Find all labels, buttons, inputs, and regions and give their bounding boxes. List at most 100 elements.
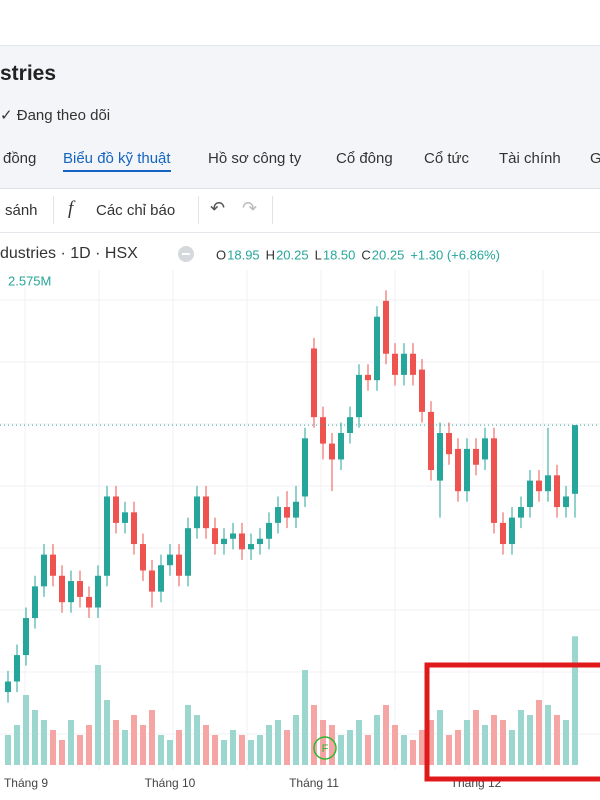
stock-title: stries — [0, 62, 57, 85]
candle-body — [320, 417, 326, 444]
volume-bar — [221, 740, 227, 765]
fx-icon: f — [68, 198, 74, 219]
volume-bar — [311, 705, 317, 765]
legend-toggle — [178, 246, 194, 262]
candle-body — [203, 496, 209, 529]
volume-bar — [5, 735, 11, 765]
candle-body — [473, 448, 479, 465]
candle-body — [428, 411, 434, 471]
volume-bar — [230, 730, 236, 765]
candle-body — [491, 438, 497, 523]
tab[interactable]: G — [590, 150, 600, 167]
ohlc-letter: O — [216, 247, 226, 262]
candle-body — [59, 575, 65, 603]
volume-bar — [86, 725, 92, 765]
volume-bar — [518, 710, 524, 765]
volume-bar — [104, 700, 110, 765]
volume-bar — [185, 705, 191, 765]
candle-body — [482, 438, 488, 460]
candle-body — [500, 522, 506, 545]
candle-body — [401, 353, 407, 375]
separator — [198, 196, 199, 224]
volume-bar — [419, 730, 425, 765]
tab-active[interactable]: Biểu đồ kỹ thuật — [63, 150, 171, 172]
compare-button[interactable]: sánh — [5, 202, 38, 219]
tab[interactable]: Tài chính — [499, 150, 561, 167]
ohlc-value: 18.50 — [323, 247, 356, 262]
x-tick-label: Tháng 10 — [145, 776, 196, 790]
volume-bar — [464, 720, 470, 765]
candle-body — [50, 554, 56, 576]
volume-bar — [239, 735, 245, 765]
volume-bar — [266, 725, 272, 765]
volume-bar — [131, 715, 137, 765]
volume-value: 2.575M — [8, 273, 51, 288]
candle-body — [95, 575, 101, 608]
volume-bar — [41, 720, 47, 765]
candle-body — [356, 374, 362, 418]
candle-body — [221, 538, 227, 545]
volume-bar — [302, 670, 308, 765]
candle-body — [77, 581, 83, 597]
candle-body — [527, 480, 533, 508]
candle-body — [455, 448, 461, 492]
candle-body — [536, 480, 542, 492]
volume-bar — [32, 710, 38, 765]
redo-button: ↷ — [242, 198, 258, 218]
volume-bar — [203, 725, 209, 765]
candle-body — [185, 528, 191, 576]
separator — [272, 196, 273, 224]
ohlc-value: 20.25 — [276, 247, 309, 262]
tab[interactable]: Hồ sơ công ty — [208, 150, 302, 167]
chart-toolbar: sánh f Các chỉ báo ↶ ↷ — [0, 188, 600, 233]
candle-body — [446, 433, 452, 455]
ohlc-letter: C — [361, 247, 370, 262]
volume-bar — [446, 735, 452, 765]
candle-body — [311, 348, 317, 418]
volume-bar — [437, 710, 443, 765]
volume-bar — [356, 720, 362, 765]
volume-bar — [176, 730, 182, 765]
candle-body — [338, 433, 344, 460]
candle-body — [176, 554, 182, 576]
undo-button[interactable]: ↶ — [210, 198, 226, 218]
volume-bar — [293, 715, 299, 765]
tab[interactable]: Cổ đông — [336, 150, 393, 167]
volume-bar — [563, 720, 569, 765]
tab[interactable]: đồng — [3, 150, 37, 167]
candle-body — [284, 507, 290, 518]
volume-bar — [95, 665, 101, 765]
volume-bar — [275, 720, 281, 765]
candle-body — [266, 522, 272, 539]
candle-body — [410, 353, 416, 375]
volume-bar — [338, 735, 344, 765]
volume-bar — [14, 725, 20, 765]
x-tick-label: Tháng 12 — [451, 776, 502, 790]
stock-header: stries ✓ Đang theo dõi đồng Biểu đồ kỹ t… — [0, 45, 600, 189]
volume-bar — [194, 715, 200, 765]
candle-body — [563, 496, 569, 508]
candle-body — [545, 475, 551, 492]
candle-body — [374, 316, 380, 381]
candle-body — [230, 533, 236, 539]
volume-bar — [509, 730, 515, 765]
volume-bar — [149, 710, 155, 765]
follow-button[interactable]: ✓ Đang theo dõi — [0, 107, 111, 124]
candle-body — [257, 538, 263, 545]
volume-bar — [428, 720, 434, 765]
candle-body — [464, 448, 470, 492]
ohlc-value: 18.95 — [227, 247, 260, 262]
volume-bar — [572, 636, 578, 765]
candle-body — [347, 417, 353, 434]
volume-bar — [284, 730, 290, 765]
ohlc-letter: L — [315, 247, 322, 262]
indicators-button[interactable]: Các chỉ báo — [96, 202, 176, 219]
event-marker-letter: F — [322, 743, 329, 755]
volume-bar — [68, 720, 74, 765]
tab[interactable]: Cổ tức — [424, 150, 470, 167]
volume-bar — [545, 705, 551, 765]
candle-body — [329, 443, 335, 460]
candle-body — [68, 581, 74, 603]
volume-bar — [482, 725, 488, 765]
